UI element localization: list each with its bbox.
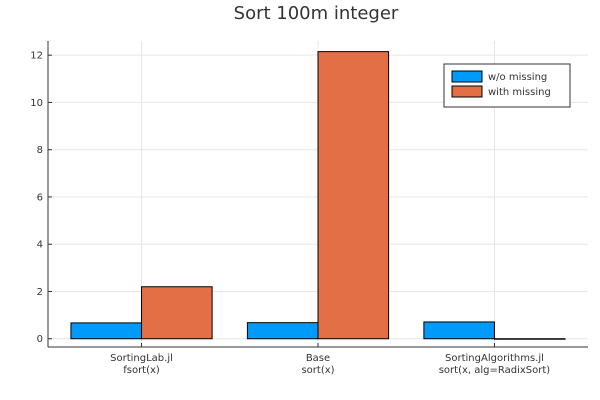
y-tick-labels: 0 2 4 6 8 10 12 <box>30 51 43 346</box>
y-tick-label: 6 <box>37 192 43 203</box>
legend: w/o missing with missing <box>443 63 571 108</box>
y-tick-label: 12 <box>30 51 43 62</box>
x-tick-label-line: SortingAlgorithms.jl <box>445 353 544 364</box>
y-tick-label: 0 <box>37 334 43 345</box>
legend-swatch-2 <box>451 85 483 98</box>
bar-with-missing-2 <box>317 51 390 340</box>
y-tick-label: 8 <box>37 145 43 156</box>
bar-without-missing-1 <box>70 322 143 340</box>
bar-without-missing-2 <box>246 322 319 340</box>
bar-without-missing-3 <box>423 321 495 340</box>
y-tick-label: 2 <box>37 287 43 298</box>
x-tick-label-line: sort(x, alg=RadixSort) <box>439 365 551 376</box>
axes <box>47 41 588 348</box>
y-tick-label: 4 <box>37 240 43 251</box>
legend-swatch-1 <box>451 70 483 83</box>
x-tick-label-line: fsort(x) <box>123 365 160 376</box>
x-tick-label-line: sort(x) <box>301 365 334 376</box>
bar-with-missing-3 <box>493 338 566 340</box>
x-tick-label-line: SortingLab.jl <box>110 353 173 364</box>
chart-title: Sort 100m integer <box>234 3 399 24</box>
y-tick-label: 10 <box>30 98 43 109</box>
bar-with-missing-1 <box>141 286 213 340</box>
legend-label-1: w/o missing <box>488 72 547 83</box>
legend-label-2: with missing <box>488 87 551 98</box>
bars <box>70 51 566 340</box>
x-tick-label-line: Base <box>306 353 330 364</box>
